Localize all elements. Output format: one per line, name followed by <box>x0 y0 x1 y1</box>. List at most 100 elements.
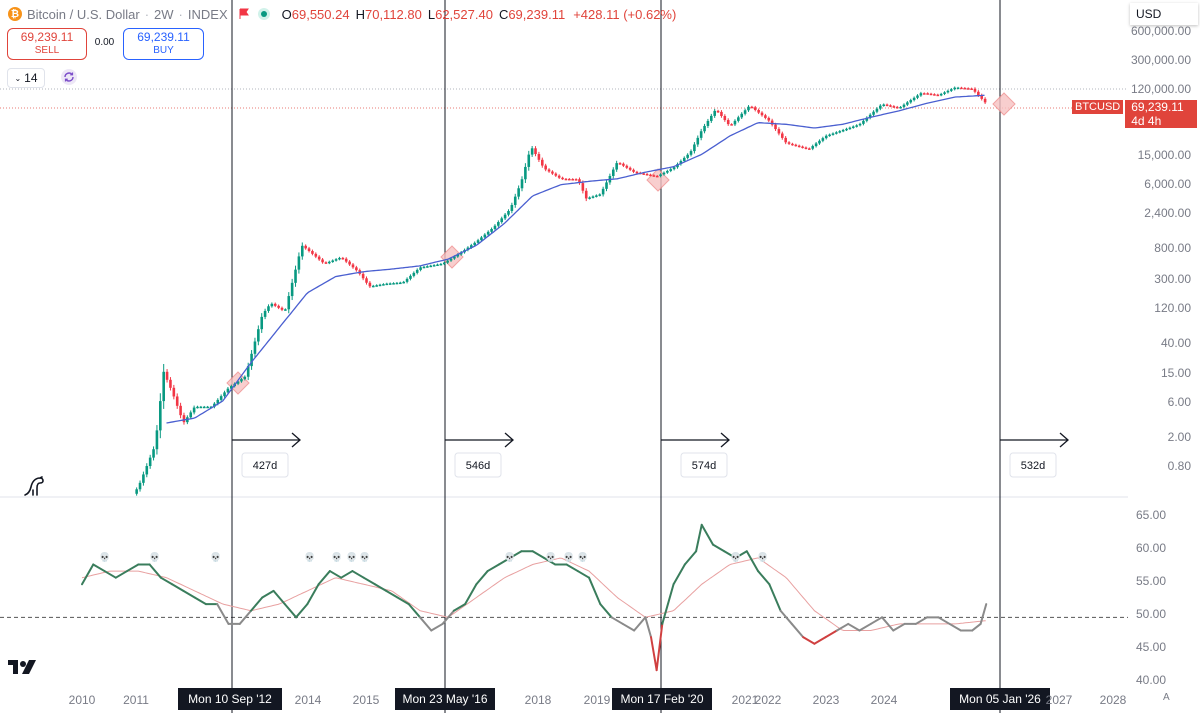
rsi-segment <box>610 616 624 625</box>
rsi-segment <box>441 609 455 625</box>
rsi-segment <box>633 616 647 632</box>
price-axis-label: 6,000.00 <box>1144 177 1191 191</box>
buy-button[interactable]: 69,239.11 BUY <box>123 28 204 60</box>
price-candle <box>835 132 838 134</box>
rsi-segment <box>306 583 320 606</box>
rsi-segment <box>148 563 162 579</box>
price-candle <box>808 148 811 150</box>
price-candle <box>581 183 585 191</box>
price-axis-label: 15.00 <box>1161 366 1191 380</box>
price-axis-label: 6.00 <box>1168 395 1192 409</box>
rsi-segment <box>362 576 376 586</box>
rsi-segment <box>171 583 185 592</box>
price-axis-label: 2,400.00 <box>1144 206 1191 220</box>
indicator-length: 14 <box>24 71 38 85</box>
price-candle <box>348 261 351 265</box>
price-candle <box>659 174 662 177</box>
flag-icon[interactable] <box>238 8 250 20</box>
rsi-segment <box>351 570 365 579</box>
price-candle <box>598 194 602 196</box>
span-label-box <box>1009 452 1057 478</box>
price-candle <box>757 109 760 113</box>
price-candle <box>730 124 733 126</box>
open-value: 69,550.24 <box>291 6 350 22</box>
separator: · <box>144 6 150 22</box>
rsi-segment <box>531 550 545 559</box>
price-candle <box>933 94 936 96</box>
buy-price: 69,239.11 <box>137 30 190 44</box>
price-candle <box>885 104 889 107</box>
price-candle <box>568 178 571 181</box>
year-label: 2018 <box>525 693 552 707</box>
price-candle <box>405 278 409 282</box>
currency-selector[interactable]: USD <box>1130 3 1198 25</box>
year-label: 2010 <box>69 693 96 707</box>
interval-label[interactable]: 2W <box>154 6 174 22</box>
price-candle <box>686 154 689 158</box>
overbought-marker: 💀 <box>563 551 574 563</box>
year-label: 2021 <box>732 693 759 707</box>
price-candle <box>138 482 142 490</box>
price-candle <box>733 120 737 125</box>
price-candle <box>777 129 781 134</box>
refresh-icon[interactable] <box>60 68 78 86</box>
price-candle <box>436 264 439 267</box>
price-candle <box>507 210 510 215</box>
cycle-arrow-head <box>1059 432 1069 448</box>
price-candle <box>743 110 747 114</box>
year-label: 2024 <box>871 693 898 707</box>
overbought-marker: 💀 <box>210 551 221 563</box>
price-candle <box>814 143 818 147</box>
price-candle <box>490 228 493 232</box>
price-axis-label: 300,000.00 <box>1131 53 1191 67</box>
price-candle <box>314 253 318 257</box>
price-candle <box>950 89 953 91</box>
bitcoin-icon: ₿ <box>8 7 22 21</box>
indicator-length-toggle[interactable]: ⌄ 14 <box>7 68 45 88</box>
price-candle <box>669 169 673 171</box>
price-tag-value: 69,239.11 <box>1125 100 1198 114</box>
rsi-segment <box>700 523 714 546</box>
price-candle <box>277 305 280 308</box>
cycle-arrow-head <box>291 432 301 448</box>
year-label: 2011 <box>123 693 149 707</box>
price-candle <box>706 120 710 126</box>
price-candle <box>165 371 169 380</box>
market-status-icon[interactable] <box>257 8 270 20</box>
year-label: 2023 <box>813 693 840 707</box>
price-candle <box>737 117 740 121</box>
price-axis-label: 0.80 <box>1168 459 1192 473</box>
symbol-name[interactable]: Bitcoin / U.S. Dollar <box>27 6 140 22</box>
price-axis-label: 120.00 <box>1154 301 1191 315</box>
price-candle <box>399 282 402 285</box>
price-candle <box>321 259 324 263</box>
span-label-box <box>680 452 728 478</box>
price-candle <box>747 106 750 111</box>
price-candle <box>622 163 625 166</box>
auto-scale-button[interactable]: A <box>1163 692 1170 703</box>
price-axis-label: 300.00 <box>1154 272 1191 286</box>
rsi-segment <box>711 543 726 553</box>
price-candle <box>564 178 568 181</box>
rsi-segment <box>802 636 816 645</box>
price-candle <box>300 245 304 257</box>
year-label: 2028 <box>1100 693 1127 707</box>
price-candle <box>889 105 892 107</box>
price-candle <box>246 366 250 377</box>
overbought-marker: 💀 <box>149 551 160 563</box>
price-candle <box>696 137 700 145</box>
rsi-segment <box>396 596 410 606</box>
price-candle <box>432 265 436 267</box>
rsi-segment <box>452 603 467 612</box>
price-candle <box>588 197 591 199</box>
price-candle <box>720 111 723 116</box>
rsi-segment <box>272 589 286 606</box>
price-candle <box>287 296 291 310</box>
dinosaur-icon <box>24 476 44 496</box>
sell-button[interactable]: 69,239.11 SELL <box>7 28 87 60</box>
price-candle <box>338 257 341 260</box>
price-candle <box>456 254 460 257</box>
price-candle <box>311 251 314 254</box>
price-candle <box>412 272 416 276</box>
